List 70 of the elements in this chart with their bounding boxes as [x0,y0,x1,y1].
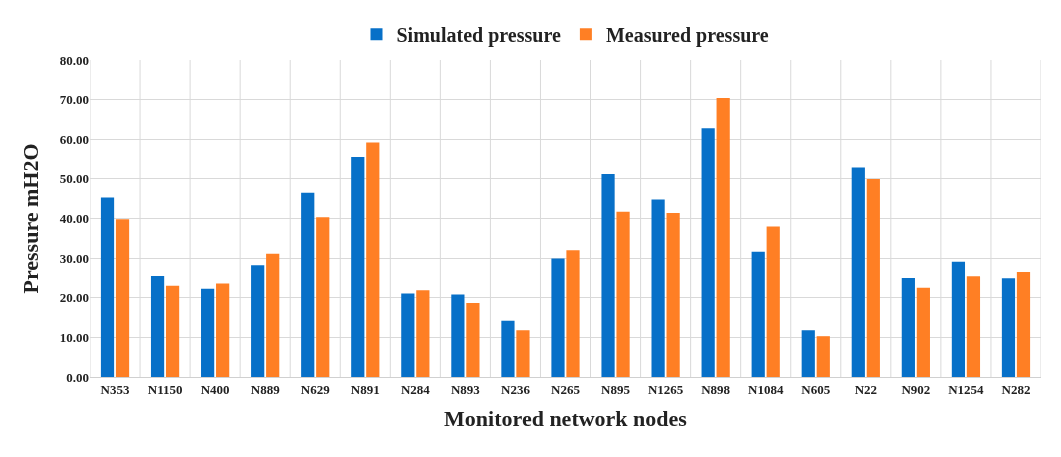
bar [701,128,715,377]
bar [216,283,230,377]
bar [766,226,780,377]
bar [951,261,966,377]
bar [666,212,680,377]
bar [716,98,730,377]
y-tick-label: 80.00 [59,52,89,68]
y-tick-label: 40.00 [59,211,89,227]
bar [751,251,765,377]
legend-label: Simulated pressure [396,23,561,47]
bar [816,336,830,377]
bar [851,167,865,377]
bar [251,265,265,377]
bar [316,217,330,377]
bar [351,157,365,377]
bar [416,290,430,377]
bar [601,174,615,377]
x-tick-label: N282 [1001,381,1031,397]
bar [866,178,880,377]
y-tick-label: 50.00 [59,171,89,187]
bar [616,211,630,377]
bar [266,253,280,377]
x-tick-label: N889 [250,381,281,397]
x-tick-label: N893 [450,381,481,397]
y-tick-label: 10.00 [59,329,89,345]
bar [100,197,115,377]
bar [466,302,480,377]
bar [501,320,515,377]
bar [1016,271,1031,377]
x-tick-label: N1084 [748,381,784,397]
bar [516,330,530,377]
bar [901,277,915,377]
bar [115,219,130,377]
bar [165,285,180,377]
x-tick-label: N895 [601,381,631,397]
bar [1001,278,1016,377]
x-tick-label: N1265 [647,381,684,397]
bar [150,275,165,377]
bar [566,250,580,377]
bar [401,293,415,377]
bar [966,276,981,377]
y-axis-title: Pressure mH2O [17,143,43,294]
x-tick-label: N891 [350,381,380,397]
legend-label: Measured pressure [605,23,769,47]
bar [801,330,815,377]
y-tick-label: 60.00 [59,131,89,147]
y-tick-label: 20.00 [59,290,89,306]
x-tick-label: N629 [300,381,331,397]
x-tick-label: N236 [501,381,531,397]
x-tick-label: N400 [200,381,230,397]
x-tick-label: N902 [901,381,931,397]
bar [551,258,565,377]
x-tick-label: N898 [701,381,731,397]
bar [301,192,315,377]
x-tick-label: N22 [854,381,878,397]
x-tick-label: N1150 [147,381,183,397]
y-tick-label: 70.00 [59,92,89,108]
y-tick-label: 0.00 [66,369,89,385]
bar [451,294,465,377]
x-tick-label: N284 [400,381,431,397]
bar [201,288,215,377]
x-tick-label: N605 [801,381,831,397]
x-tick-label: N265 [551,381,581,397]
bar [366,142,380,377]
bar [916,287,930,377]
bar [651,199,665,377]
y-tick-label: 30.00 [59,250,89,266]
x-tick-label: N1254 [948,381,985,397]
x-tick-label: N353 [100,381,130,397]
x-axis-title: Monitored network nodes [444,406,688,432]
